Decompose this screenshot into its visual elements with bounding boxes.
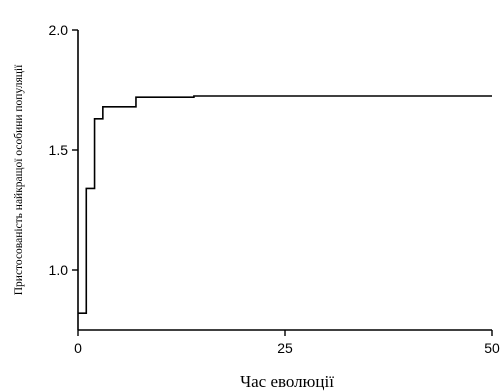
x-tick-label-1: 25 [277, 340, 293, 356]
x-tick-label-2: 50 [484, 340, 500, 356]
y-tick-label-0: 1.0 [49, 262, 69, 278]
series-line-0 [78, 95, 492, 314]
x-axis-label: Час еволюції [240, 372, 334, 391]
tick-marks [72, 29, 493, 336]
y-tick-label-1: 1.5 [49, 142, 69, 158]
series-group [78, 95, 492, 314]
tick-labels: 1.0 1.5 2.0 0 25 50 [49, 22, 500, 356]
y-axis-label: Пристосованість найкращої особини популя… [13, 64, 25, 295]
x-tick-label-0: 0 [74, 340, 82, 356]
axes [77, 30, 492, 331]
y-tick-label-2: 2.0 [49, 22, 69, 38]
